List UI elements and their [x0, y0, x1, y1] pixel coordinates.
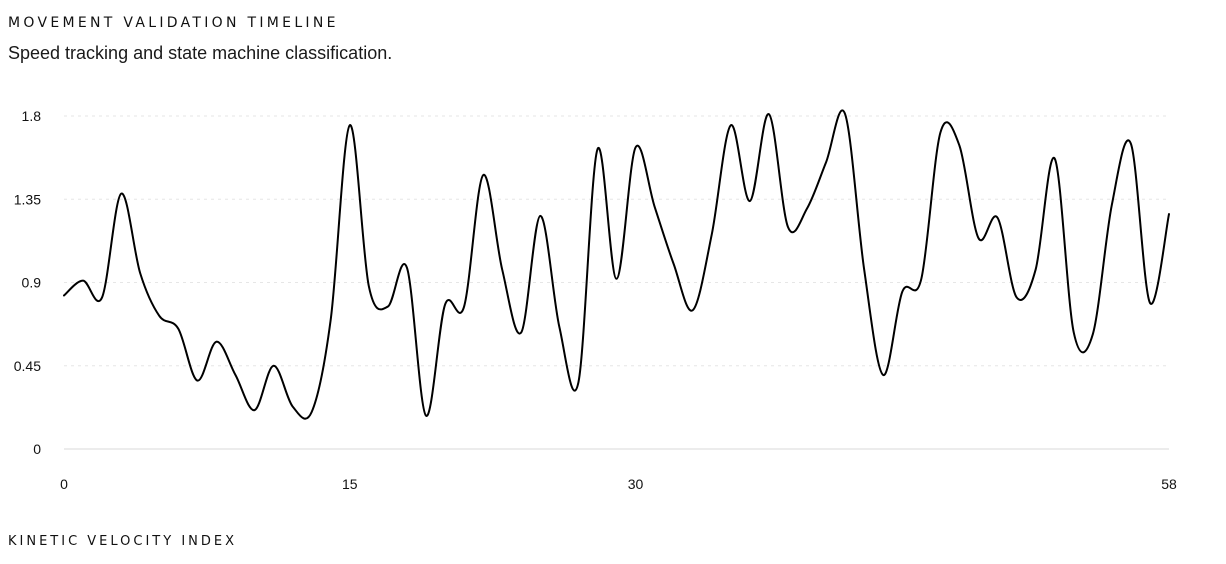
- y-tick-label: 0.45: [14, 358, 41, 374]
- series-layer: [63, 109, 1170, 420]
- chart-subtitle: Speed tracking and state machine classif…: [8, 43, 393, 63]
- y-tick-label: 0.9: [22, 275, 42, 291]
- y-tick-label: 0: [33, 441, 41, 457]
- chart-header: MOVEMENT VALIDATION TIMELINE Speed track…: [8, 12, 1208, 66]
- y-tick-label: 1.35: [14, 191, 41, 207]
- x-tick-label: 15: [342, 476, 358, 492]
- x-axis-ticks: 0 15 30 58: [60, 476, 1177, 492]
- velocity-series-line: [63, 109, 1170, 420]
- y-tick-label: 1.8: [22, 108, 42, 124]
- grid-layer: [64, 115, 1169, 450]
- x-tick-label: 0: [60, 476, 68, 492]
- x-tick-label: 58: [1161, 476, 1177, 492]
- line-chart-container: 0 0.45 0.9 1.35 1.8 0 15 30 58: [0, 90, 1226, 500]
- chart-title: MOVEMENT VALIDATION TIMELINE: [8, 15, 339, 31]
- x-tick-label: 30: [628, 476, 644, 492]
- y-axis-ticks: 0 0.45 0.9 1.35 1.8: [14, 108, 41, 457]
- velocity-line-chart: 0 0.45 0.9 1.35 1.8 0 15 30 58: [14, 108, 1177, 492]
- x-axis-label: KINETIC VELOCITY INDEX: [8, 534, 238, 549]
